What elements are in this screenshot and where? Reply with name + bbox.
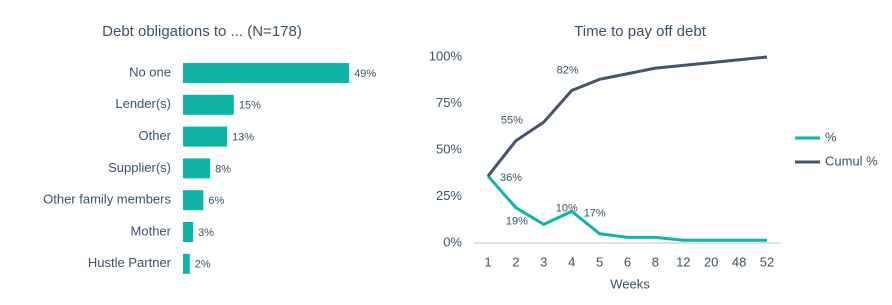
x-tick-label: 52 <box>760 254 774 269</box>
line <box>486 55 768 177</box>
y-tick-label: 75% <box>436 95 462 110</box>
bar <box>183 94 234 115</box>
x-axis-label: Weeks <box>610 276 650 291</box>
bar <box>183 222 194 242</box>
y-tick-label: Mother <box>131 223 172 238</box>
data-label: 36% <box>500 172 522 184</box>
x-tick-label: 6 <box>624 254 631 269</box>
bar <box>183 158 211 179</box>
y-tick-label: No one <box>129 64 171 79</box>
x-tick-label: 3 <box>540 254 547 269</box>
data-label: 10% <box>556 202 578 214</box>
y-tick-label: Hustle Partner <box>88 255 172 270</box>
y-tick-label: Other family members <box>43 192 171 207</box>
data-label: 49% <box>354 68 376 80</box>
data-label: 15% <box>239 100 261 112</box>
y-tick-label: Other <box>138 128 171 143</box>
y-tick-label: 0% <box>443 234 462 249</box>
data-label: 8% <box>215 163 231 175</box>
data-label: 19% <box>506 216 528 228</box>
x-tick-label: 5 <box>596 254 603 269</box>
x-tick-label: 48 <box>732 254 746 269</box>
data-label: 3% <box>198 227 214 239</box>
bar <box>183 253 190 274</box>
y-tick-label: Supplier(s) <box>108 160 171 175</box>
bar <box>183 190 204 211</box>
data-label: 82% <box>557 64 579 76</box>
bar <box>183 126 228 147</box>
x-tick-label: 2 <box>512 254 519 269</box>
chart-title: Debt obligations to ... (N=178) <box>102 23 302 40</box>
x-tick-label: 20 <box>704 254 718 269</box>
x-tick-label: 8 <box>652 254 659 269</box>
data-label: 2% <box>195 259 211 271</box>
y-tick-label: 50% <box>436 141 462 156</box>
y-tick-label: 100% <box>429 48 463 63</box>
legend-label: % <box>825 129 837 144</box>
data-label: 13% <box>232 132 254 144</box>
chart-title: Time to pay off debt <box>574 23 707 40</box>
data-label: 6% <box>208 195 224 207</box>
x-tick-label: 1 <box>484 254 491 269</box>
bar <box>183 63 350 83</box>
data-label: 55% <box>501 115 523 127</box>
y-tick-label: 25% <box>436 188 462 203</box>
data-label: 17% <box>584 207 606 219</box>
line <box>486 175 767 242</box>
legend-label: Cumul % <box>825 153 878 168</box>
x-tick-label: 4 <box>568 254 575 269</box>
y-tick-label: Lender(s) <box>115 96 171 111</box>
x-tick-label: 12 <box>676 254 690 269</box>
